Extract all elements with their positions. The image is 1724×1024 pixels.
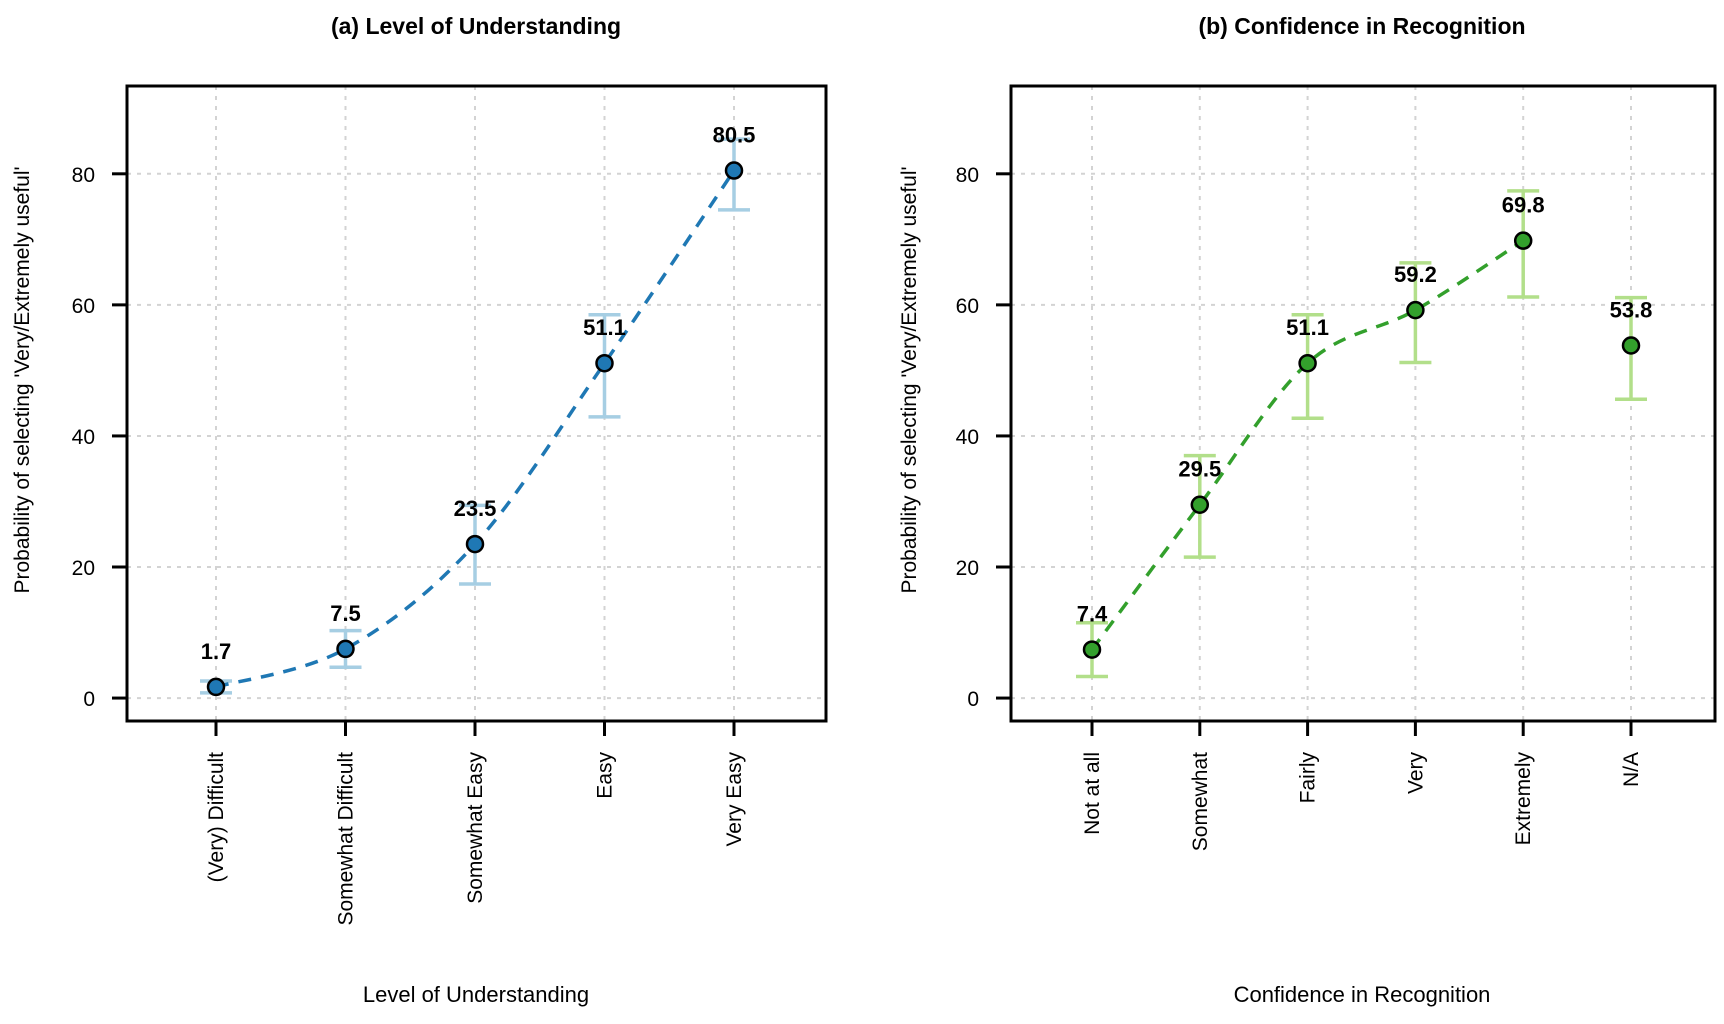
panel-a-points	[206, 161, 744, 697]
data-label: 53.8	[1610, 298, 1653, 323]
data-point	[1082, 640, 1102, 659]
data-point	[206, 677, 226, 697]
data-label: 23.5	[454, 496, 497, 521]
data-point	[724, 161, 744, 180]
y-tick-label: 20	[956, 557, 979, 580]
x-category-label: Not at all	[1081, 752, 1104, 835]
panel-b-y-axis-title: Probability of selecting 'Very/Extremely…	[898, 166, 921, 593]
panel-b-axes	[996, 84, 1717, 736]
panel-b-title: (b) Confidence in Recognition	[1198, 13, 1525, 39]
panel-a-x-tick-labels: (Very) Difficult Somewhat Difficult Somewh…	[205, 752, 746, 926]
x-category-label: Somewhat Easy	[464, 752, 487, 904]
y-tick-label: 40	[72, 426, 95, 449]
y-tick-label: 80	[72, 164, 95, 187]
plot-frame	[1009, 84, 1717, 723]
x-category-label: (Very) Difficult	[205, 752, 228, 882]
panel-b-x-tick-labels: Not at all Somewhat Fairly Very Extremely N/A	[1081, 752, 1643, 852]
data-point	[1406, 300, 1425, 320]
panel-a-x-axis-title: Level of Understanding	[363, 982, 589, 1007]
trend-line	[215, 169, 736, 689]
data-label: 7.5	[330, 601, 361, 626]
data-label: 69.8	[1502, 193, 1545, 218]
y-tick-label: 0	[967, 688, 979, 711]
x-category-label: N/A	[1620, 752, 1643, 787]
data-point	[1513, 231, 1533, 250]
data-point	[1621, 336, 1641, 355]
panel-a-level-of-understanding: (a) Level of Understanding Probability o…	[11, 13, 828, 1007]
x-category-label: Extremely	[1512, 752, 1535, 846]
x-category-label: Very	[1404, 752, 1427, 795]
panel-b-grid	[1011, 86, 1715, 721]
data-point	[595, 353, 614, 373]
data-point	[1190, 495, 1210, 514]
x-category-label: Somewhat Difficult	[335, 752, 358, 926]
data-label: 59.2	[1394, 262, 1437, 287]
data-point	[1298, 353, 1317, 373]
panel-b-trend-line	[1090, 239, 1525, 651]
panel-b-confidence-in-recognition: (b) Confidence in Recognition Probabilit…	[898, 13, 1717, 1007]
panel-b-data-labels: 7.4 29.5 51.1 59.2 69.8 53.8	[1077, 193, 1653, 627]
panel-a-y-axis-title: Probability of selecting 'Very/Extremely…	[11, 166, 34, 593]
panel-b-x-axis-title: Confidence in Recognition	[1234, 982, 1491, 1007]
panel-b-errorbars	[1076, 189, 1647, 679]
panel-a-grid	[127, 86, 826, 721]
y-tick-label: 80	[956, 164, 979, 187]
panel-a-trend-line	[215, 169, 736, 689]
plot-frame	[125, 84, 828, 723]
panel-b-points	[1082, 231, 1641, 659]
data-label: 80.5	[713, 123, 756, 148]
x-category-label: Easy	[594, 752, 617, 799]
data-point	[336, 639, 355, 659]
y-tick-label: 0	[83, 688, 95, 711]
panel-a-data-labels: 1.7 7.5 23.5 51.1 80.5	[201, 123, 756, 664]
x-category-label: Somewhat	[1189, 752, 1212, 851]
data-label: 51.1	[1286, 315, 1329, 340]
data-label: 51.1	[583, 315, 626, 340]
x-category-label: Very Easy	[723, 752, 746, 847]
panel-a-y-tick-labels: 0 20 40 60 80	[72, 164, 95, 711]
y-tick-label: 60	[72, 295, 95, 318]
data-label: 1.7	[201, 639, 232, 664]
x-category-label: Fairly	[1297, 752, 1320, 804]
data-label: 29.5	[1178, 457, 1221, 482]
panel-a-title: (a) Level of Understanding	[331, 13, 621, 39]
y-tick-label: 60	[956, 295, 979, 318]
data-label: 7.4	[1077, 602, 1108, 627]
panel-a-axes	[112, 84, 828, 736]
data-point	[465, 534, 485, 554]
panel-b-y-tick-labels: 0 20 40 60 80	[956, 164, 979, 711]
trend-line	[1090, 239, 1525, 651]
y-tick-label: 40	[956, 426, 979, 449]
y-tick-label: 20	[72, 557, 95, 580]
